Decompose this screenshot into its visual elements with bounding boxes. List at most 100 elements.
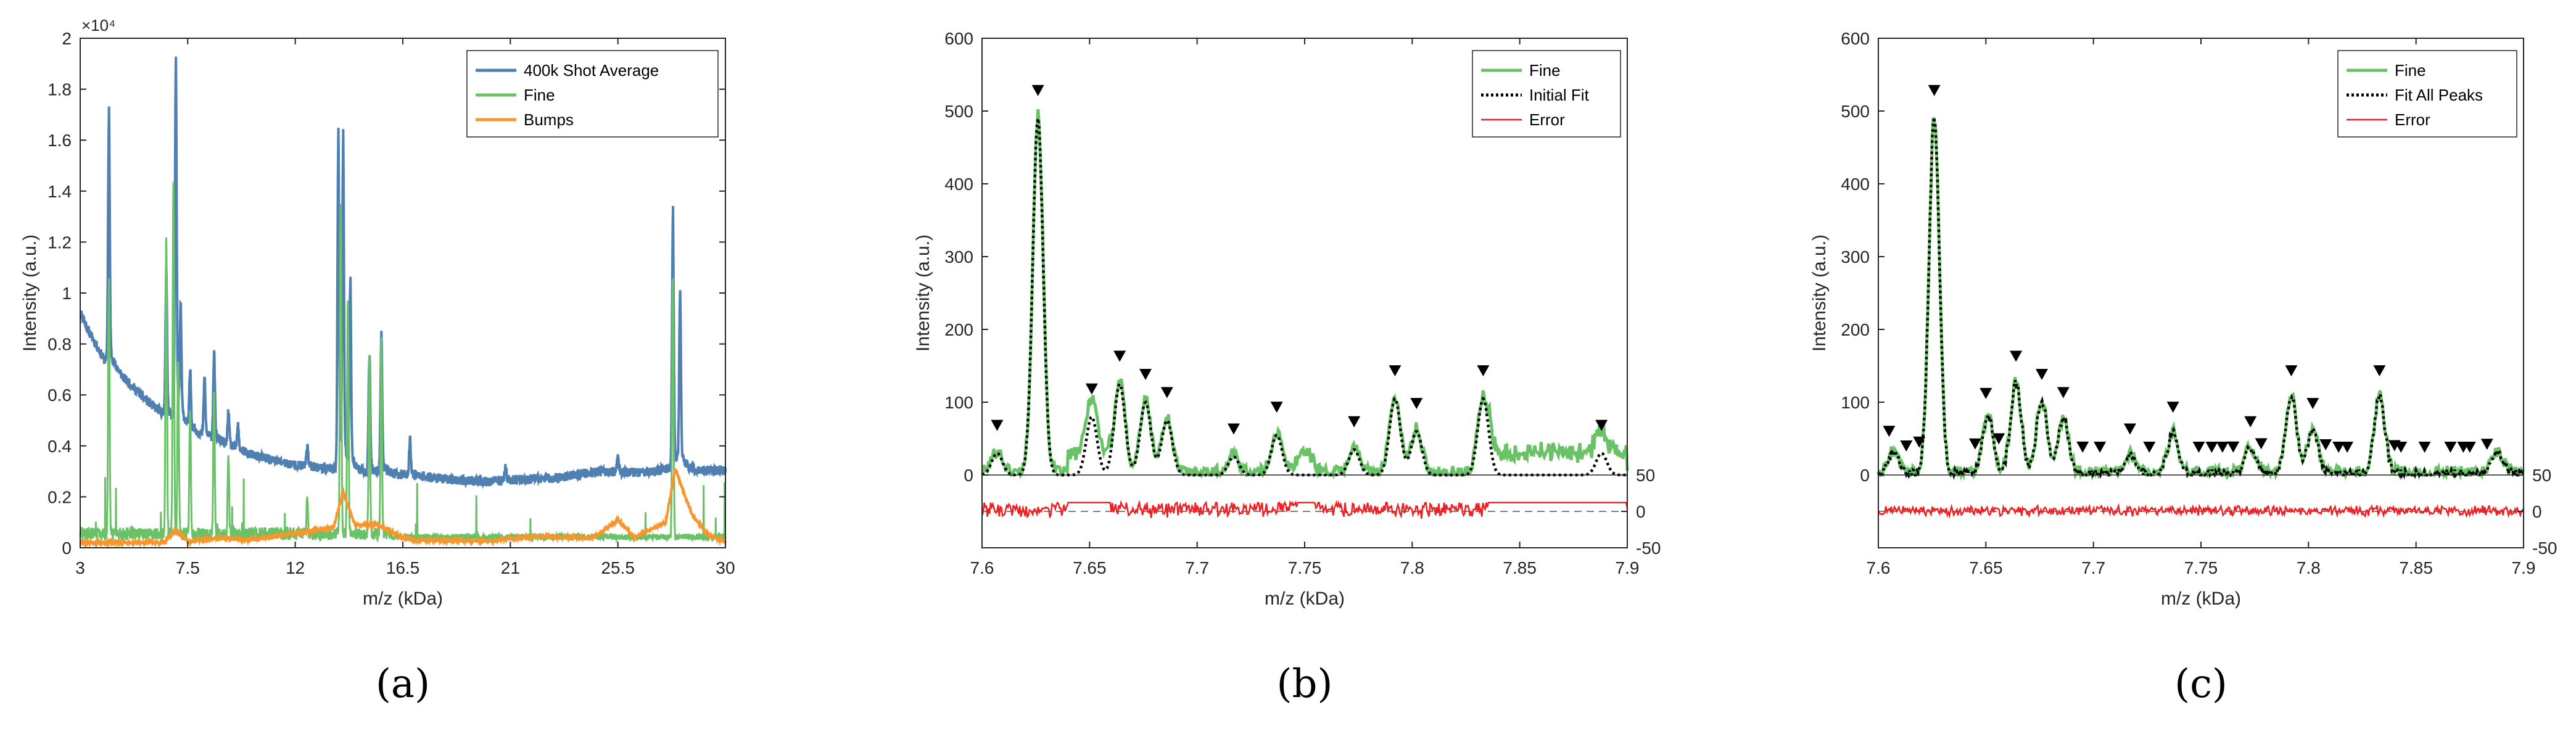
right-tick-label: 50 xyxy=(2532,466,2551,485)
peak-marker xyxy=(2094,442,2107,453)
peak-marker xyxy=(2205,442,2218,453)
peak-marker xyxy=(2341,442,2354,453)
peak-marker xyxy=(2480,439,2493,450)
right-tick-label: 0 xyxy=(1636,502,1646,521)
peak-marker xyxy=(1160,387,1173,399)
y-tick-label: 600 xyxy=(944,29,973,48)
x-tick-label: 7.65 xyxy=(1969,558,2003,577)
peak-marker xyxy=(2306,398,2319,410)
x-tick-label: 25.5 xyxy=(601,558,635,577)
legend-label-fine-b: Fine xyxy=(1529,61,1561,80)
peak-marker xyxy=(991,419,1004,431)
right-tick-label: -50 xyxy=(2532,539,2557,558)
peak-marker xyxy=(2244,416,2257,427)
legend-label-initial-fit: Initial Fit xyxy=(1529,86,1590,104)
x-axis-title-b: m/z (kDa) xyxy=(1265,589,1345,609)
x-tick-label: 7.8 xyxy=(1400,558,1424,577)
peak-marker xyxy=(1113,350,1126,362)
series-400k-shot-average-line xyxy=(79,56,727,489)
x-tick-label: 16.5 xyxy=(386,558,420,577)
right-tick-label: 0 xyxy=(2532,502,2542,521)
y-tick-label: 1 xyxy=(62,284,72,303)
x-tick-label: 7.75 xyxy=(2184,558,2218,577)
series-layer-c xyxy=(1876,85,2525,519)
peak-marker xyxy=(2166,402,2179,413)
peak-marker xyxy=(1270,402,1283,413)
peak-marker xyxy=(1900,440,1913,452)
x-tick-label: 7.5 xyxy=(176,558,200,577)
peak-marker xyxy=(2123,423,2136,435)
y-tick-label: 400 xyxy=(944,175,973,194)
peak-marker xyxy=(2192,441,2205,453)
y-tick-label: 300 xyxy=(1841,247,1870,266)
legend-label-400k-shot-average: 400k Shot Average xyxy=(524,61,659,80)
legend-label-fine-a: Fine xyxy=(524,86,555,104)
x-tick-label: 30 xyxy=(716,558,735,577)
y-tick-label: 0 xyxy=(1860,466,1870,485)
y-tick-label: 300 xyxy=(944,247,973,266)
peak-marker xyxy=(2319,439,2332,451)
series-fine-line xyxy=(980,109,1629,480)
y-tick-label: 400 xyxy=(1841,175,1870,194)
y-tick-label: 0.6 xyxy=(47,386,72,405)
peak-marker xyxy=(2010,350,2023,362)
x-tick-label: 7.7 xyxy=(1185,558,1209,577)
peak-marker xyxy=(1883,426,1896,437)
y-tick-label: 1.4 xyxy=(47,182,72,201)
x-tick-label: 7.85 xyxy=(1503,558,1537,577)
panel-b: 7.6 7.65 7.7 7.75 7.8 7.85 7.90100200300400500… xyxy=(913,29,1661,707)
series-error-line xyxy=(981,500,1629,519)
y-tick-label: 1.8 xyxy=(47,80,72,99)
peak-marker xyxy=(2332,441,2345,453)
y-tick-label: 100 xyxy=(1841,393,1870,412)
peak-marker xyxy=(1992,433,2005,445)
peak-marker xyxy=(2463,441,2476,453)
peak-marker xyxy=(2373,365,2386,377)
panel-label-a: (a) xyxy=(376,661,430,707)
x-axis-title-c: m/z (kDa) xyxy=(2161,589,2241,609)
y-tick-label: 200 xyxy=(1841,320,1870,339)
y-exponent-label-a: ×10⁴ xyxy=(81,16,115,35)
series-bumps-line xyxy=(79,468,727,549)
ticks-a: 3 7.5 12 16.5 21 25.5 30 0 0.2 0.4 0.6 0.8 1 1.2 1.4 1.… xyxy=(47,29,735,577)
series-layer-b xyxy=(980,85,1629,519)
peak-marker xyxy=(2057,387,2070,399)
right-tick-label: -50 xyxy=(1636,539,1661,558)
x-tick-label: 21 xyxy=(501,558,520,577)
peak-marker xyxy=(1031,85,1044,96)
peak-marker xyxy=(1410,398,1423,410)
y-axis-title-a: Intensity (a.u.) xyxy=(20,234,40,352)
legend-b: Fine Initial Fit Error xyxy=(1472,50,1621,138)
panel-label-c: (c) xyxy=(2174,661,2227,707)
peak-marker xyxy=(1139,368,1152,380)
x-tick-label: 3 xyxy=(75,558,85,577)
y-tick-label: 0 xyxy=(62,539,72,558)
legend-label-bumps: Bumps xyxy=(524,110,574,129)
y-tick-label: 100 xyxy=(944,393,973,412)
x-tick-label: 7.6 xyxy=(970,558,994,577)
legend-a: 400k Shot Average Fine Bumps xyxy=(466,50,719,138)
x-axis-title-a: m/z (kDa) xyxy=(363,589,443,609)
peak-marker xyxy=(2227,441,2240,453)
panel-c: 7.6 7.65 7.7 7.75 7.8 7.85 7.90100200300400500… xyxy=(1809,29,2557,707)
x-tick-label: 7.9 xyxy=(1616,558,1640,577)
x-tick-label: 7.6 xyxy=(1867,558,1891,577)
series-error-line xyxy=(1877,503,2524,519)
peak-marker xyxy=(2285,365,2298,377)
ticks-b: 7.6 7.65 7.7 7.75 7.8 7.85 7.90100200300400500… xyxy=(944,29,1661,577)
y-axis-title-b: Intensity (a.u.) xyxy=(913,234,933,352)
legend-label-fine-c: Fine xyxy=(2395,61,2426,80)
x-tick-label: 7.7 xyxy=(2081,558,2105,577)
y-tick-label: 500 xyxy=(944,102,973,121)
series-layer-a xyxy=(79,56,727,549)
peak-marker xyxy=(2418,442,2431,453)
x-tick-label: 7.9 xyxy=(2512,558,2536,577)
peak-marker xyxy=(1348,416,1361,427)
x-tick-label: 7.8 xyxy=(2297,558,2321,577)
peak-marker xyxy=(1928,85,1941,96)
y-tick-label: 500 xyxy=(1841,102,1870,121)
legend-label-error-c: Error xyxy=(2395,110,2430,129)
y-axis-title-c: Intensity (a.u.) xyxy=(1809,234,1830,352)
y-tick-label: 1.2 xyxy=(47,233,72,252)
